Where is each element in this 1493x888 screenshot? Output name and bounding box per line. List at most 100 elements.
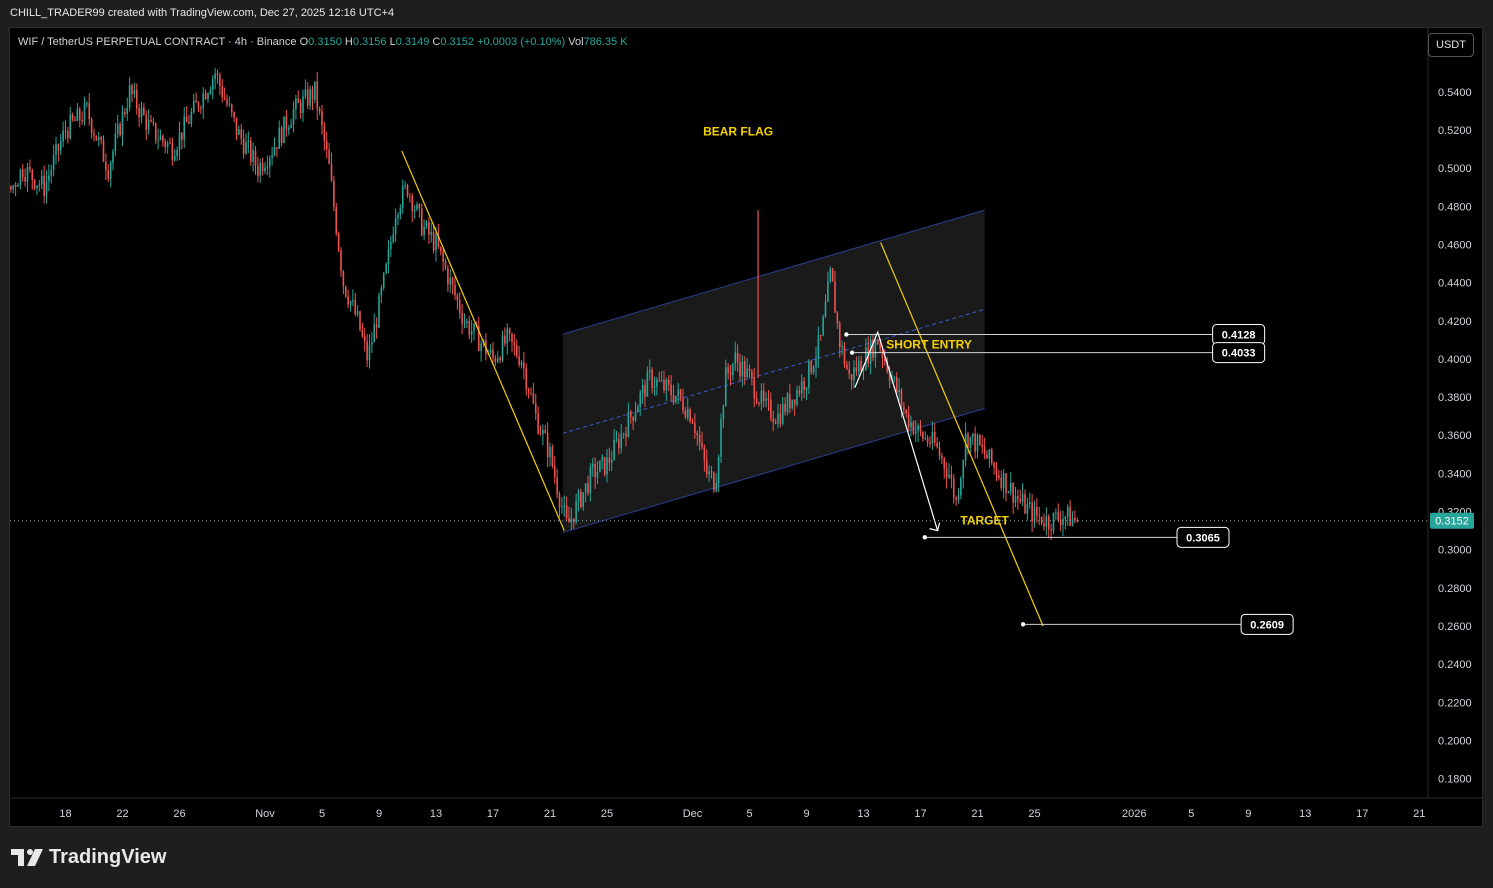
candle-body [109,163,112,179]
volume-value: 786.35 K [583,36,628,48]
candle-body [698,434,701,443]
candle-body [278,127,281,149]
candle-body [974,433,976,452]
candle-body [817,335,820,358]
candle-body [12,185,15,190]
tradingview-logo[interactable]: TradingView [11,846,166,869]
candle-body [266,166,269,168]
candle-body [701,442,703,447]
candle-body [145,114,148,130]
candle-body [907,413,910,428]
candle-body [264,167,266,172]
candle-body [933,431,936,443]
candle-body [233,112,235,118]
candle-body [40,175,43,185]
candle-body [150,119,152,122]
candle-body [283,116,285,144]
candle-body [848,369,851,375]
candle-body [876,339,879,345]
candle-body [886,360,889,372]
candle-body [727,367,729,374]
candle-body [846,364,848,370]
candle-body [489,349,492,353]
candle-body [663,379,665,391]
candle-body [195,100,197,103]
candle-body [366,341,368,361]
candle-body [463,322,466,324]
candle-body [976,435,979,452]
candle-body [449,277,452,285]
chart-area[interactable]: 0.5400 0.5200 0.5000 0.4800 0.4600 0.4400 0.42… [9,27,1483,827]
candle-body [627,411,630,437]
candle-body [323,125,326,142]
price-chart[interactable]: 0.5400 0.5200 0.5000 0.4800 0.4600 0.4400 0.42… [10,28,1482,826]
candle-body [599,460,601,472]
candle-body [594,464,596,478]
level-label: 0.4033 [1222,348,1256,360]
candle-body [321,111,323,126]
level-anchor-dot [922,535,927,540]
high-value: 0.3156 [352,36,387,48]
candle-body [133,89,136,95]
x-tick-label: 22 [116,808,128,820]
candle-body [665,379,668,391]
candle-body [451,277,454,285]
candle-body [815,357,817,367]
candle-body [192,100,195,113]
flag-channel-mid-line [562,308,985,434]
short-entry-arrowhead [929,522,941,532]
candle-body [382,273,385,288]
x-tick-label: 2026 [1122,808,1146,820]
candle-body [81,119,83,122]
candle-body [651,369,653,388]
candle-body [352,300,354,302]
high-label: H [344,36,353,48]
candle-body [1040,516,1043,524]
x-tick-label: 9 [803,808,809,820]
candle-body [729,373,732,376]
candle-body [45,180,48,196]
candle-body [563,505,566,507]
candle-body [121,112,124,136]
candle-body [373,324,376,343]
candle-body [456,295,459,301]
candle-body [21,169,24,178]
candle-body [561,506,563,508]
candle-body [299,102,302,113]
candle-body [216,73,219,76]
candle-body [102,139,105,162]
candle-body [93,133,95,136]
last-price-badge [1430,512,1474,529]
candle-body [577,491,580,502]
candle-body [938,447,941,456]
y-tick-label: 0.2400 [1438,659,1472,671]
y-tick-label: 0.3400 [1438,468,1472,480]
candle-body [325,141,328,150]
candle-body [240,129,243,139]
candle-body [38,184,41,186]
candle-body [874,339,877,358]
candle-body [556,477,558,495]
candle-body [1071,518,1074,526]
x-tick-label: 17 [487,808,499,820]
candle-body [197,102,200,109]
x-tick-label: 9 [1245,808,1251,820]
candle-body [789,393,791,409]
candle-body [646,371,649,397]
candle-body [1021,494,1024,502]
candle-body [295,98,297,110]
candle-body [392,234,395,242]
close-label: C [432,36,441,48]
candle-body [751,371,753,378]
y-tick-label: 0.4800 [1438,201,1472,213]
currency-button[interactable]: USDT [1428,33,1474,57]
candle-body [361,330,364,336]
candle-body [112,151,114,164]
candle-body [589,467,592,494]
candle-body [518,355,520,365]
candle-body [679,389,682,399]
symbol-name[interactable]: WIF / TetherUS PERPETUAL CONTRACT · 4h ·… [18,36,297,48]
candle-body [539,433,542,435]
candle-body [672,395,675,403]
candle-body [971,433,974,437]
